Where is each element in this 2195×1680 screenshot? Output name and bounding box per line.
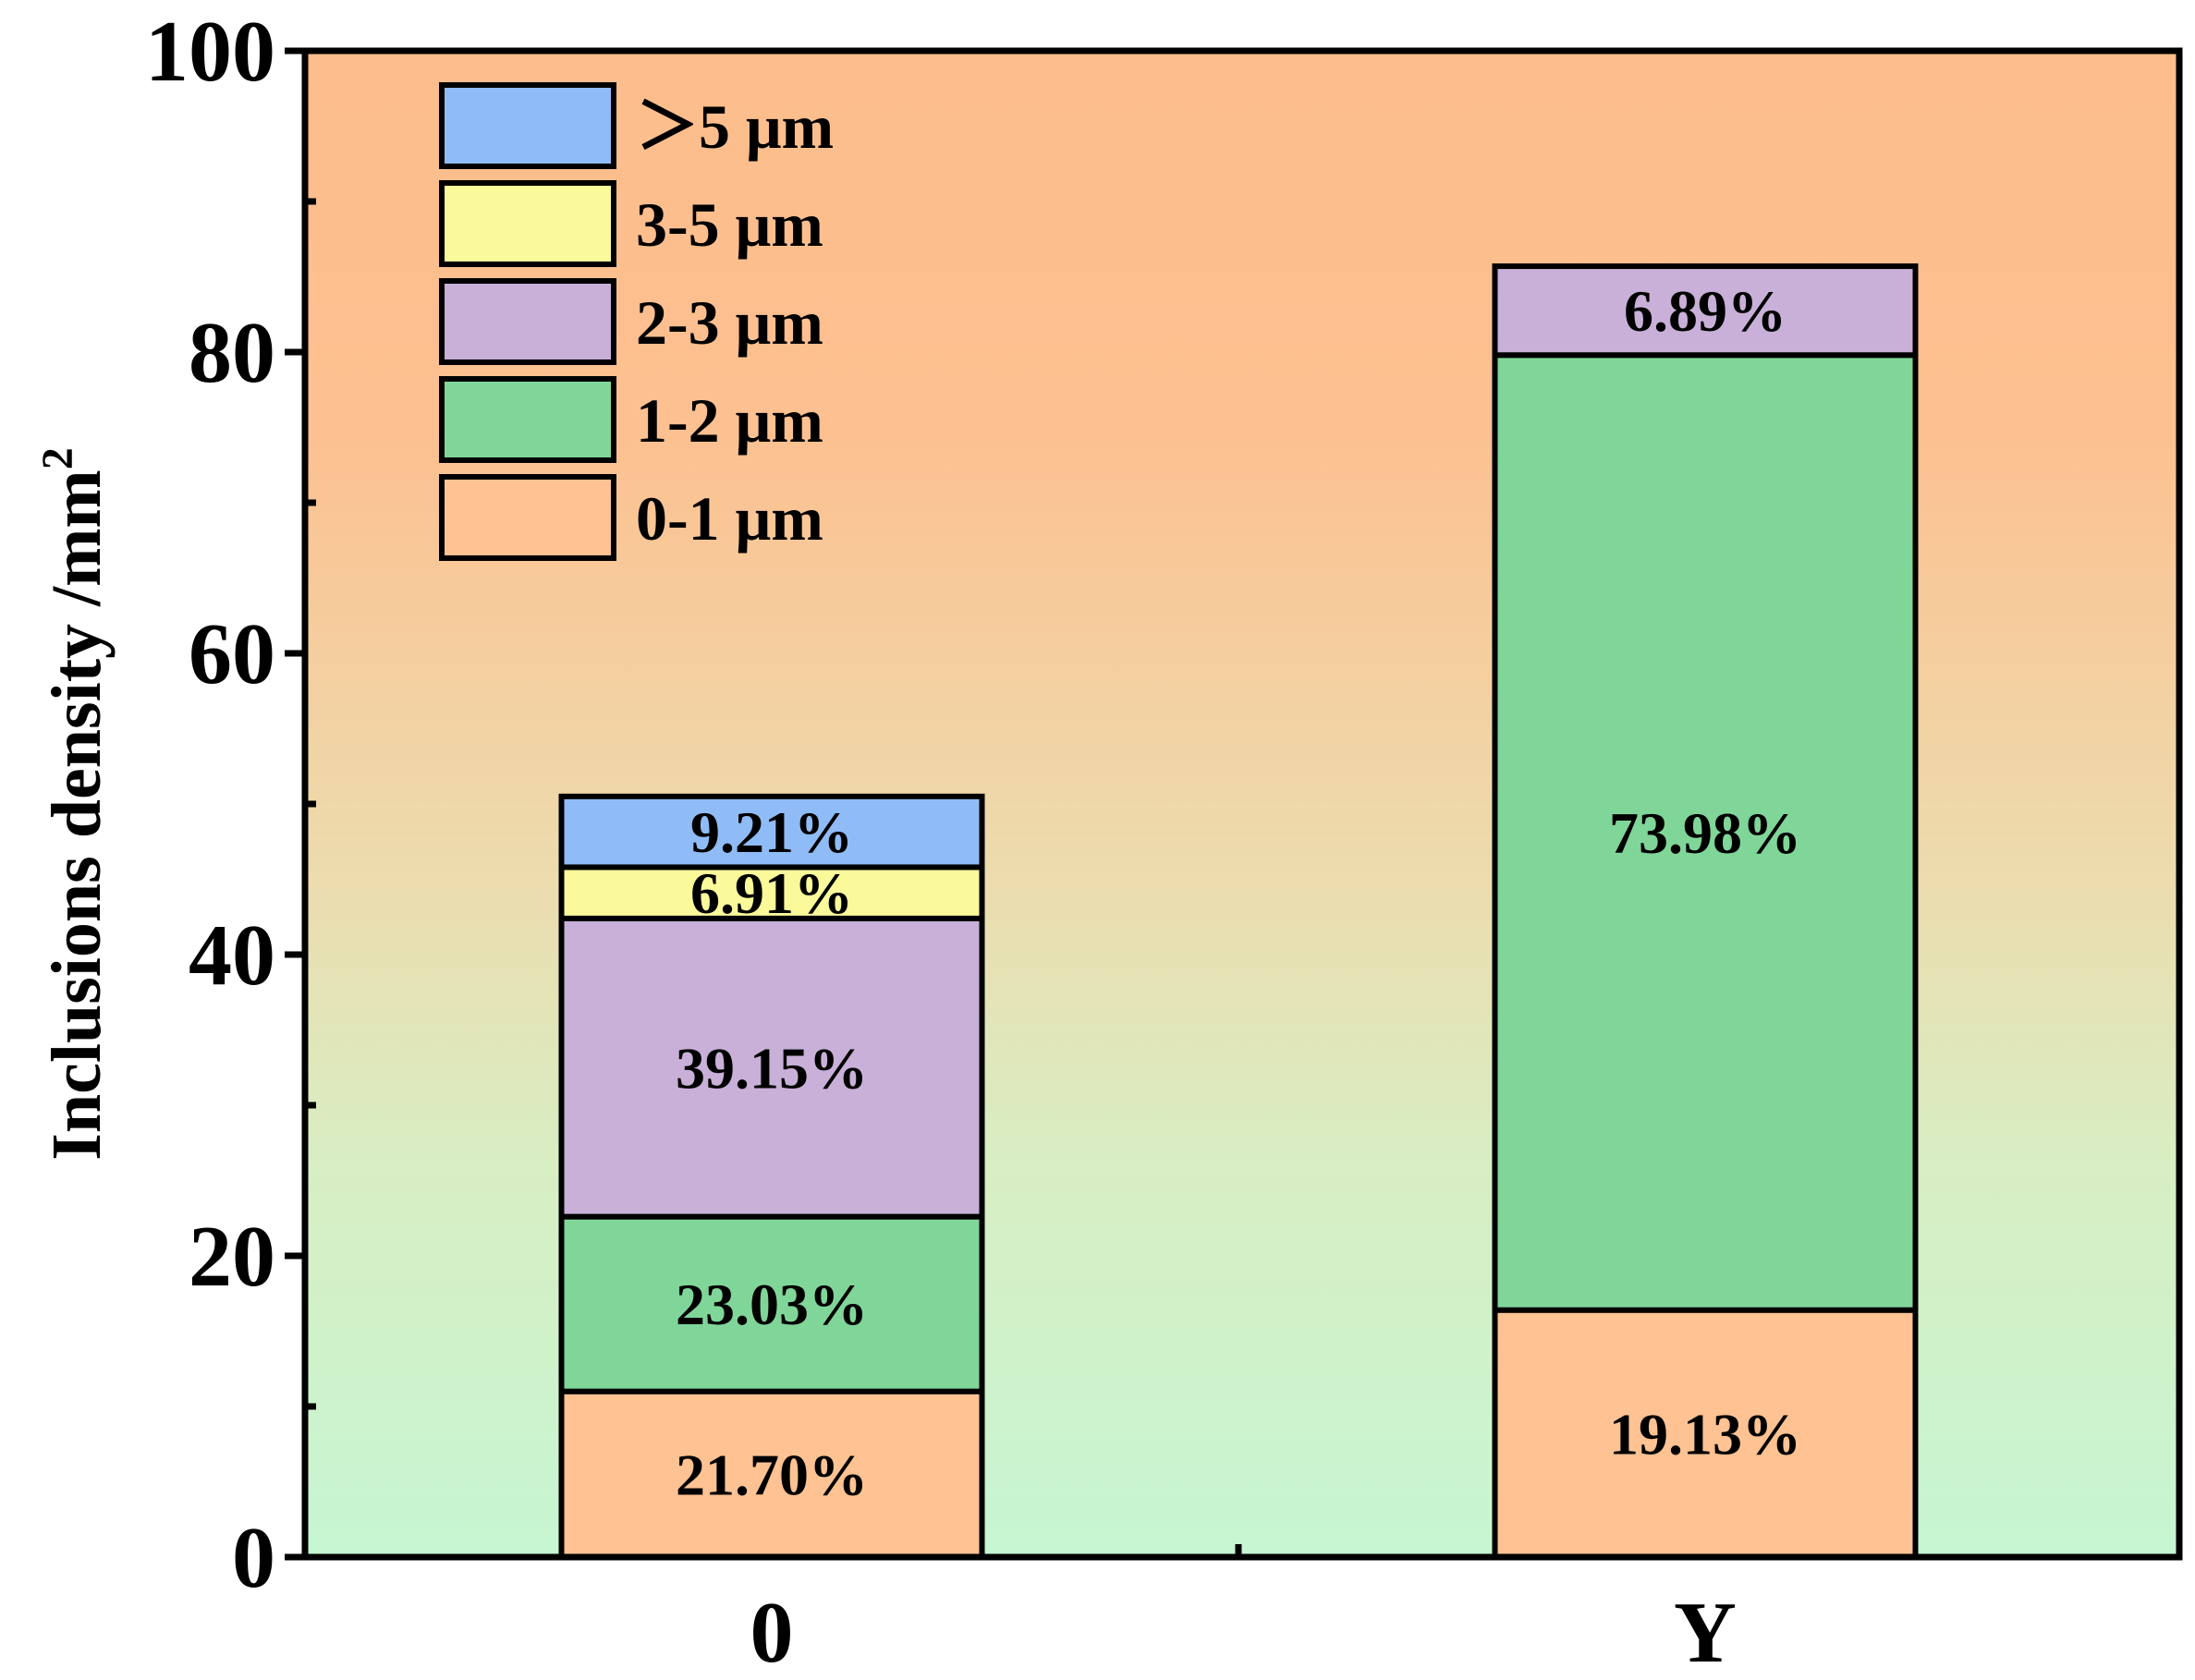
legend-label: 1-2 μm — [636, 385, 823, 456]
legend: ＞5 μm 3-5 μm 2-3 μm 1-2 μm 0-1 μm — [439, 82, 834, 561]
y-axis-title: Inclusions density /mm2 — [33, 447, 116, 1161]
legend-swatch — [439, 376, 616, 463]
y-tick-label: 80 — [189, 305, 275, 401]
x-tick-label: Y — [1674, 1585, 1737, 1680]
y-tick-label: 100 — [145, 4, 275, 100]
legend-label: 3-5 μm — [636, 189, 823, 260]
legend-swatch — [439, 180, 616, 267]
y-tick-label: 0 — [232, 1510, 275, 1606]
y-axis-title-superscript: 2 — [33, 447, 82, 469]
segment-label: 23.03% — [676, 1272, 868, 1337]
bar-0-0-1-m — [558, 1388, 985, 1560]
y-tick-label: 60 — [189, 606, 275, 702]
y-tick-label: 20 — [189, 1209, 275, 1305]
legend-swatch — [439, 474, 616, 561]
segment-label: 39.15% — [676, 1035, 868, 1101]
segment-label: 6.91% — [690, 860, 853, 926]
legend-label: 0-1 μm — [636, 483, 823, 554]
y-axis: 0 20 40 60 80 100 — [145, 4, 316, 1606]
segment-label: 9.21% — [690, 799, 853, 865]
bar-0-5-m — [558, 793, 985, 870]
bar-group — [558, 263, 1919, 1561]
bar-0-2-3-m — [558, 915, 985, 1220]
segment-label: 19.13% — [1609, 1401, 1801, 1467]
segment-label: 73.98% — [1609, 800, 1801, 866]
bar-Y-2-3-m — [1492, 263, 1919, 359]
legend-label: ＞5 μm — [636, 91, 834, 162]
legend-swatch — [439, 278, 616, 365]
segment-label: 21.70% — [676, 1442, 868, 1507]
segment-label: 6.89% — [1624, 278, 1786, 344]
x-tick-label: 0 — [750, 1585, 794, 1680]
bar-Y-1-2-m — [1492, 352, 1919, 1313]
y-tick-label: 40 — [189, 907, 275, 1004]
segment-label-group: 21.70% 23.03% 39.15% 6.91%9.21% 19.13% 73.98%… — [676, 278, 1801, 1507]
bar-0-3-5-m — [558, 864, 985, 921]
legend-swatch — [439, 82, 616, 169]
legend-label: 2-3 μm — [636, 287, 823, 358]
